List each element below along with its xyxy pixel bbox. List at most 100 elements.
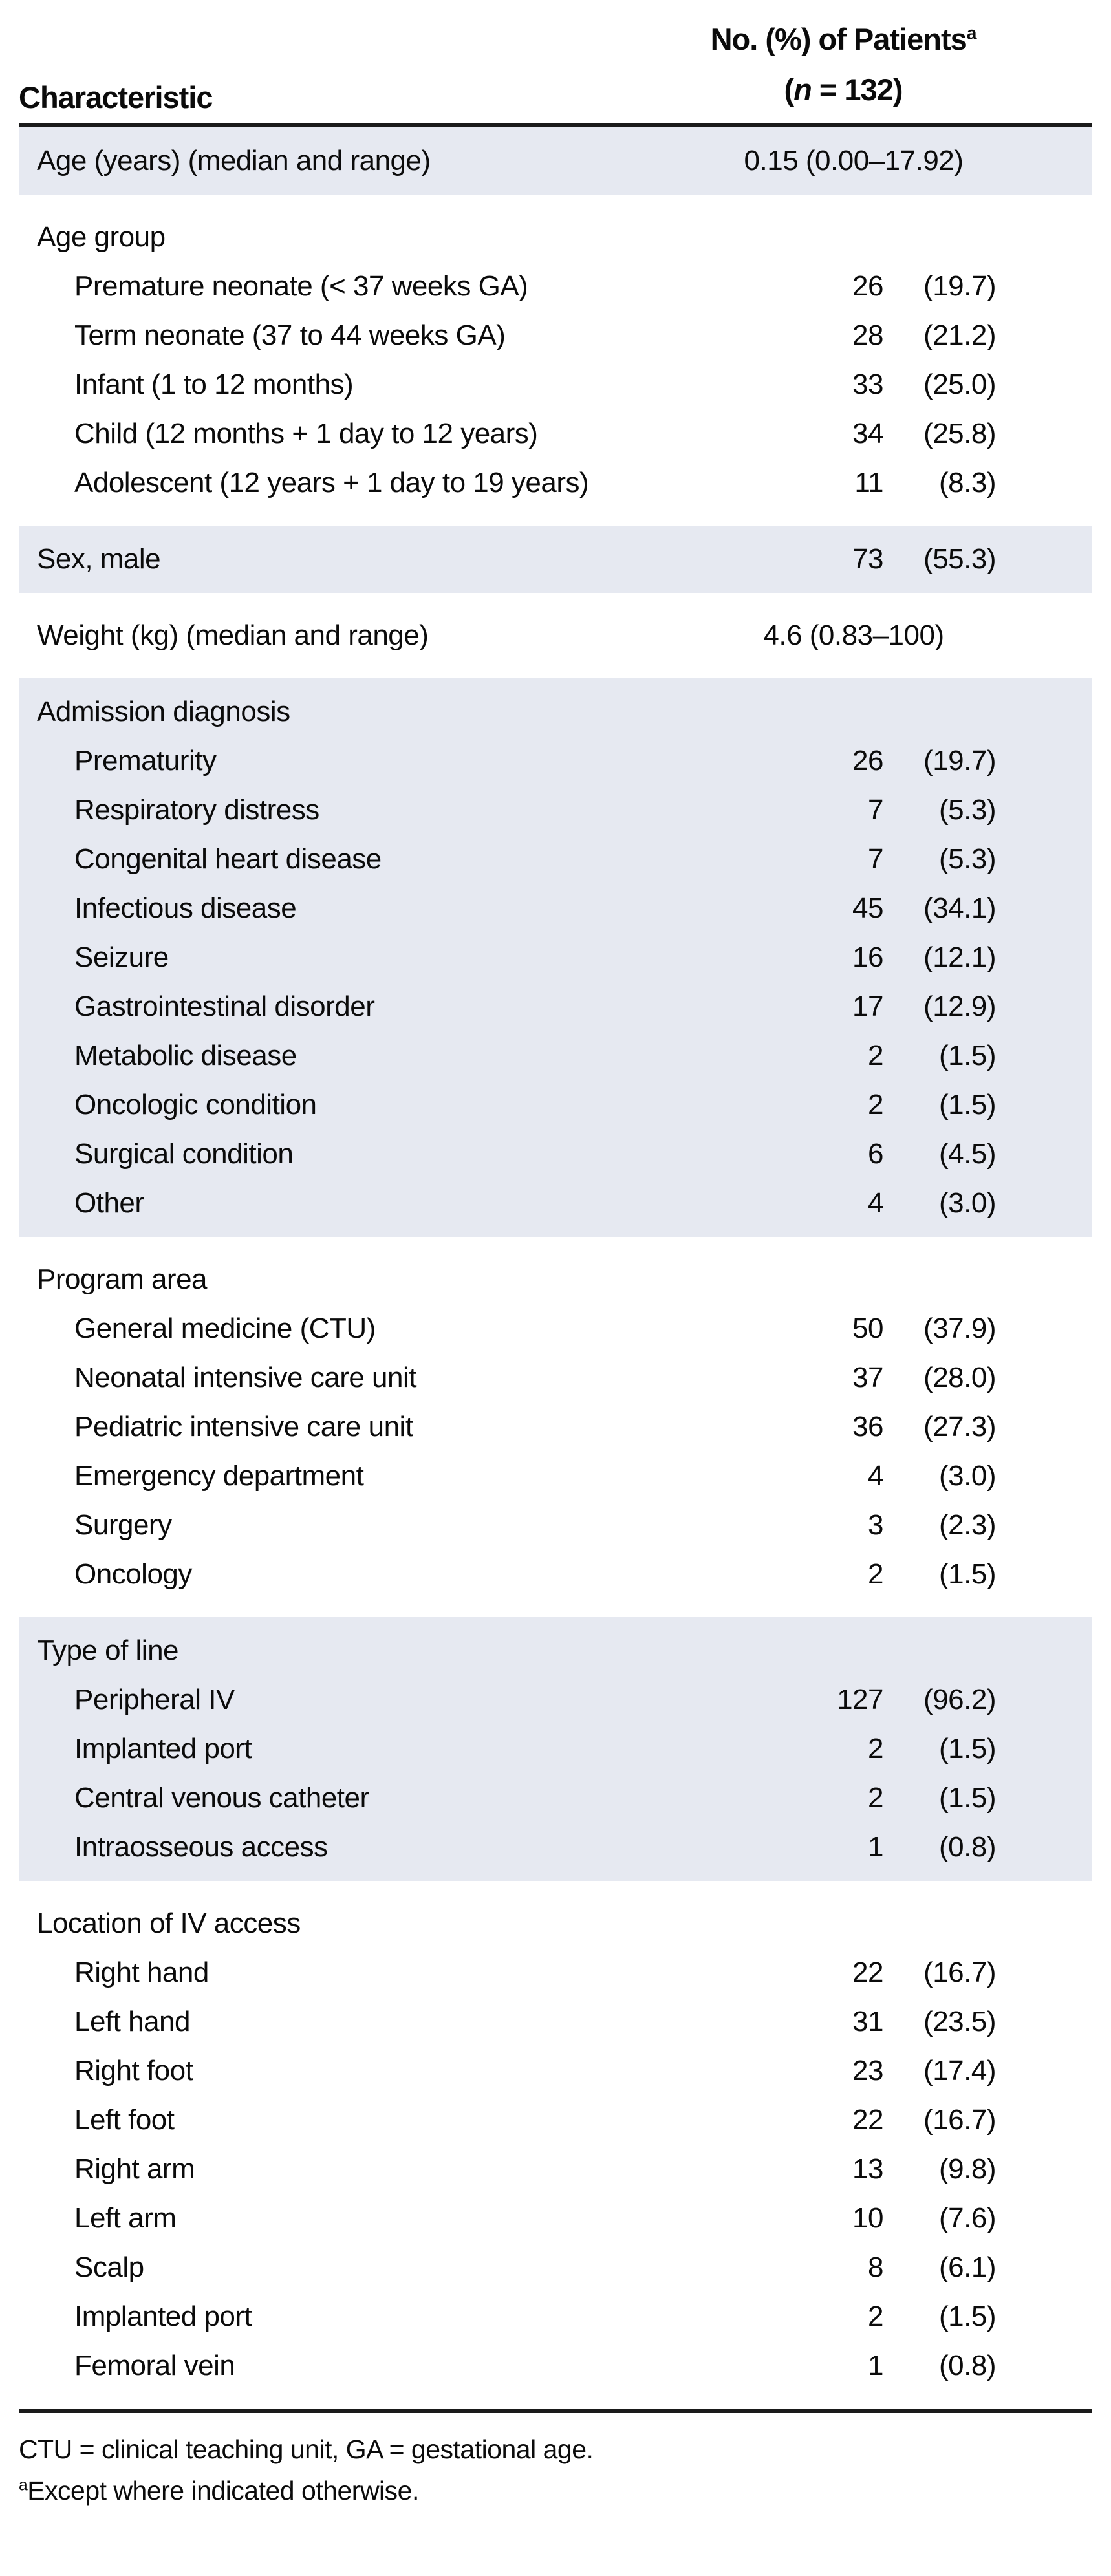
patients-column-header-line1: No. (%) of Patientsa — [691, 14, 995, 65]
row-count: 17 — [852, 991, 883, 1022]
row-count: 1 — [868, 2350, 883, 2381]
table-row-oncologic-condition: Oncologic condition 2 (1.5) — [19, 1080, 1092, 1130]
table-row-right-hand: Right hand 22 (16.7) — [19, 1948, 1092, 1997]
row-label: Neonatal intensive care unit — [74, 1362, 417, 1393]
row-count: 2 — [868, 1733, 883, 1765]
section-title-row: Program area — [19, 1255, 1092, 1304]
table-row-implanted-port: Implanted port 2 (1.5) — [19, 2292, 1092, 2341]
table-row-left-foot: Left foot 22 (16.7) — [19, 2096, 1092, 2145]
table-row-weight-kg-median-and-range: Weight (kg) (median and range) 4.6 (0.83–… — [19, 611, 1092, 660]
section-title-row: Age group — [19, 213, 1092, 262]
table-bottom-rule — [19, 2409, 1092, 2413]
row-count: 36 — [852, 1411, 883, 1443]
row-label: Infectious disease — [74, 892, 297, 924]
row-label: Right arm — [74, 2153, 195, 2185]
row-label: Metabolic disease — [74, 1040, 297, 1071]
row-count: 34 — [852, 418, 883, 449]
section-weight-kg-median-and-range: Weight (kg) (median and range) 4.6 (0.83–… — [19, 611, 1092, 660]
row-label: Left hand — [74, 2006, 191, 2037]
table-row-child-12-months-1-day-to-12-years: Child (12 months + 1 day to 12 years) 34 (… — [19, 409, 1092, 458]
row-label: Pediatric intensive care unit — [74, 1411, 413, 1443]
row-percent: (34.1) — [923, 892, 996, 924]
n-value: = 132) — [811, 72, 903, 107]
row-percent: (25.0) — [923, 369, 996, 400]
row-count: 2 — [868, 1040, 883, 1071]
patients-column-title: No. (%) of Patients — [710, 22, 967, 56]
characteristics-table: Characteristic No. (%) of Patientsa (n =… — [19, 14, 1092, 2506]
row-count: 2 — [868, 1089, 883, 1121]
section-title: Location of IV access — [37, 1907, 301, 1939]
row-percent: (9.8) — [939, 2153, 996, 2185]
row-percent: (16.7) — [923, 1957, 996, 1988]
row-label: Central venous catheter — [74, 1782, 369, 1814]
row-count: 73 — [852, 543, 883, 575]
row-value: 0.15 (0.00–17.92) — [744, 145, 964, 177]
row-count: 26 — [852, 745, 883, 777]
row-count: 2 — [868, 2301, 883, 2332]
row-percent: (17.4) — [923, 2055, 996, 2087]
table-row-age-years-median-and-range: Age (years) (median and range) 0.15 (0.00… — [19, 136, 1092, 186]
table-row-implanted-port: Implanted port 2 (1.5) — [19, 1724, 1092, 1774]
row-count: 11 — [854, 467, 883, 499]
table-row-neonatal-intensive-care-unit: Neonatal intensive care unit 37 (28.0) — [19, 1353, 1092, 1402]
table-row-peripheral-iv: Peripheral IV 127 (96.2) — [19, 1675, 1092, 1724]
table-row-premature-neonate-37-weeks-ga: Premature neonate (< 37 weeks GA) 26 (19.7… — [19, 262, 1092, 311]
row-label: Left foot — [74, 2104, 175, 2136]
row-label: Scalp — [74, 2251, 144, 2283]
row-percent: (7.6) — [939, 2202, 996, 2234]
patients-column-header-line2: (n = 132) — [691, 65, 995, 115]
row-percent: (96.2) — [923, 1684, 996, 1715]
row-count: 26 — [852, 270, 883, 302]
row-label: Adolescent (12 years + 1 day to 19 years… — [74, 467, 589, 499]
row-label: Implanted port — [74, 2301, 252, 2332]
row-label: Emergency department — [74, 1460, 364, 1492]
row-count: 8 — [868, 2251, 883, 2283]
row-label: Surgical condition — [74, 1138, 294, 1170]
table-row-oncology: Oncology 2 (1.5) — [19, 1550, 1092, 1599]
row-count: 23 — [852, 2055, 883, 2087]
section-admission-diagnosis: Admission diagnosis Prematurity 26 (19.7) Re… — [19, 678, 1092, 1237]
row-label: General medicine (CTU) — [74, 1313, 376, 1344]
row-label: Sex, male — [37, 543, 161, 575]
row-percent: (3.0) — [939, 1187, 996, 1219]
table-row-central-venous-catheter: Central venous catheter 2 (1.5) — [19, 1774, 1092, 1823]
row-label: Age (years) (median and range) — [37, 145, 431, 177]
row-label: Oncologic condition — [74, 1089, 317, 1121]
row-count: 50 — [852, 1313, 883, 1344]
row-percent: (1.5) — [939, 1733, 996, 1765]
row-percent: (1.5) — [939, 1782, 996, 1814]
row-percent: (21.2) — [923, 319, 996, 351]
table-row-gastrointestinal-disorder: Gastrointestinal disorder 17 (12.9) — [19, 982, 1092, 1031]
row-label: Respiratory distress — [74, 794, 319, 826]
row-percent: (1.5) — [939, 1558, 996, 1590]
patients-column-header: No. (%) of Patientsa (n = 132) — [691, 14, 995, 115]
n-open-paren: ( — [784, 72, 794, 107]
row-percent: (19.7) — [923, 270, 996, 302]
row-label: Surgery — [74, 1509, 172, 1541]
section-title-row: Admission diagnosis — [19, 687, 1092, 736]
table-row-left-arm: Left arm 10 (7.6) — [19, 2194, 1092, 2243]
row-count: 28 — [852, 319, 883, 351]
row-percent: (2.3) — [939, 1509, 996, 1541]
row-label: Intraosseous access — [74, 1831, 328, 1863]
section-title: Admission diagnosis — [37, 696, 290, 727]
row-label: Femoral vein — [74, 2350, 235, 2381]
n-symbol: n — [793, 72, 812, 107]
row-count: 22 — [852, 2104, 883, 2136]
row-percent: (37.9) — [923, 1313, 996, 1344]
table-row-scalp: Scalp 8 (6.1) — [19, 2243, 1092, 2292]
row-label: Right hand — [74, 1957, 209, 1988]
row-count: 2 — [868, 1782, 883, 1814]
row-count: 4 — [868, 1460, 883, 1492]
table-row-emergency-department: Emergency department 4 (3.0) — [19, 1452, 1092, 1501]
row-percent: (4.5) — [939, 1138, 996, 1170]
row-count: 3 — [868, 1509, 883, 1541]
table-row-adolescent-12-years-1-day-to-19-years: Adolescent (12 years + 1 day to 19 years… — [19, 458, 1092, 508]
section-age-group: Age group Premature neonate (< 37 weeks G… — [19, 213, 1092, 508]
row-label: Oncology — [74, 1558, 192, 1590]
row-value: 4.6 (0.83–100) — [763, 619, 944, 651]
row-percent: (1.5) — [939, 1089, 996, 1121]
row-label: Congenital heart disease — [74, 843, 382, 875]
table-row-sex-male: Sex, male 73 (55.3) — [19, 535, 1092, 584]
row-percent: (19.7) — [923, 745, 996, 777]
